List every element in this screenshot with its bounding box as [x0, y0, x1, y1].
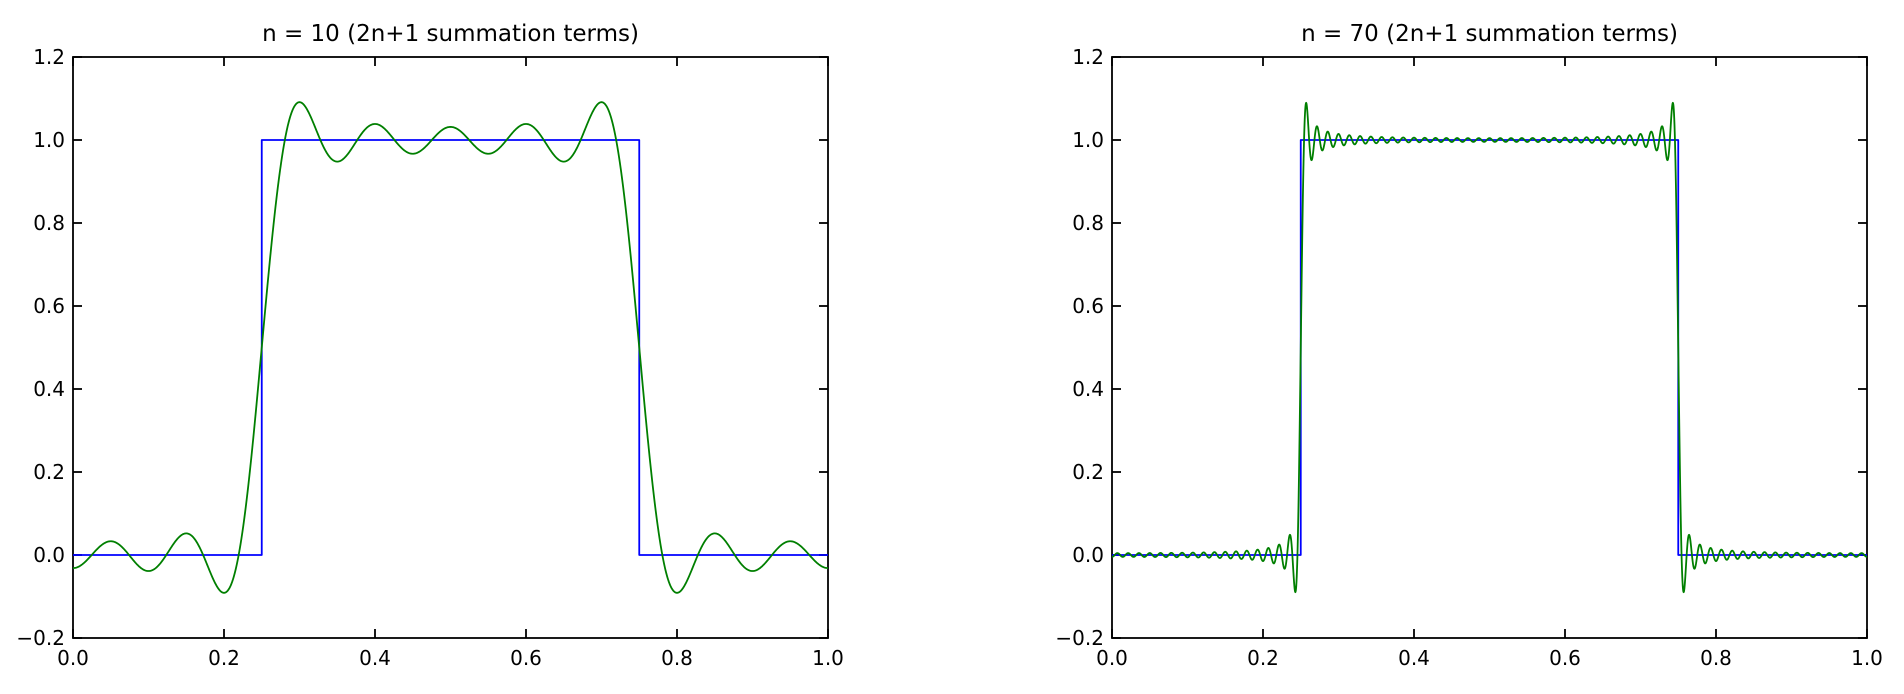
y-tick-label: 0.8	[1072, 211, 1104, 235]
plot-title: n = 10 (2n+1 summation terms)	[262, 21, 639, 47]
y-tick-label: 0.0	[1072, 543, 1104, 567]
plot-title: n = 70 (2n+1 summation terms)	[1301, 21, 1678, 47]
y-tick-label: 0.4	[33, 377, 65, 401]
axes-canvas	[1111, 56, 1868, 639]
y-tick-label: 1.0	[1072, 128, 1104, 152]
y-tick-label: 1.2	[1072, 45, 1104, 69]
axes-canvas	[72, 56, 829, 639]
y-tick-label: −0.2	[16, 626, 65, 650]
x-tick-label: 0.6	[510, 646, 542, 670]
square-wave-line	[73, 139, 828, 556]
y-tick-label: 0.2	[1072, 460, 1104, 484]
fourier-partial-sum-line	[72, 101, 829, 594]
axes-frame	[1111, 56, 1868, 639]
x-tick-label: 0.8	[1700, 646, 1732, 670]
x-tick-label: 0.4	[1398, 646, 1430, 670]
y-tick-label: 1.0	[33, 128, 65, 152]
x-tick-label: 0.0	[1096, 646, 1128, 670]
x-tick-label: 0.2	[1247, 646, 1279, 670]
y-tick-label: 0.6	[1072, 294, 1104, 318]
fourier-partial-sum-line	[1111, 101, 1868, 594]
y-tick-label: 0.2	[33, 460, 65, 484]
axes-frame	[72, 56, 829, 639]
y-tick-label: 0.0	[33, 543, 65, 567]
x-tick-label: 0.4	[359, 646, 391, 670]
x-tick-label: 0.8	[661, 646, 693, 670]
y-tick-label: 0.8	[33, 211, 65, 235]
y-tick-label: 0.4	[1072, 377, 1104, 401]
x-tick-label: 0.2	[208, 646, 240, 670]
x-tick-label: 0.0	[57, 646, 89, 670]
x-tick-label: 1.0	[812, 646, 844, 670]
y-tick-label: −0.2	[1055, 626, 1104, 650]
x-tick-label: 1.0	[1851, 646, 1883, 670]
y-tick-label: 1.2	[33, 45, 65, 69]
y-tick-label: 0.6	[33, 294, 65, 318]
square-wave-line	[1112, 139, 1867, 556]
x-tick-label: 0.6	[1549, 646, 1581, 670]
